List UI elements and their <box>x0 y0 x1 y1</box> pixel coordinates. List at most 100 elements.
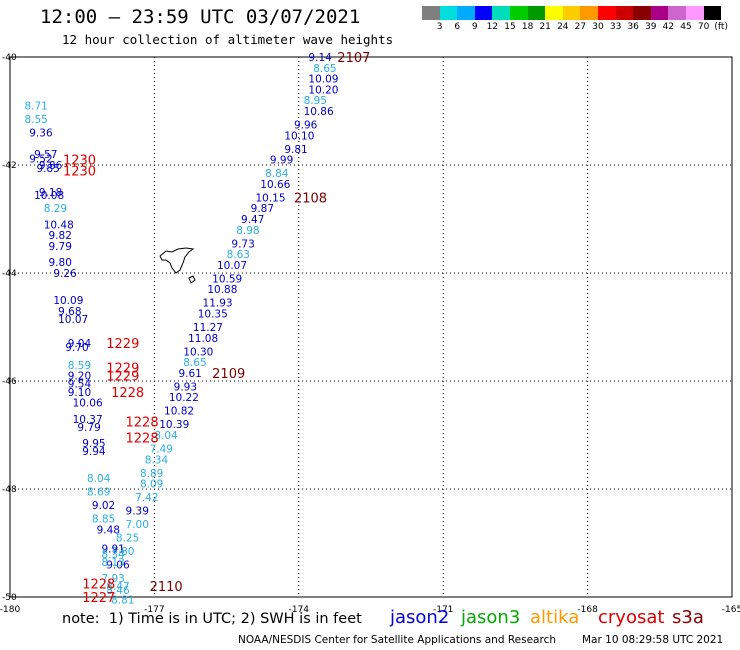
x-tick-label: -177 <box>144 605 164 615</box>
swh-reading: 10.86 <box>304 106 334 118</box>
satellite-jason2: jason2 <box>390 607 450 628</box>
swh-reading: 8.69 <box>87 487 110 499</box>
footer-timestamp: Mar 10 08:29:58 UTC 2021 <box>582 634 724 646</box>
colorbar-label: 18 <box>521 22 534 32</box>
swh-reading: 9.52 <box>29 154 52 166</box>
colorbar-swatch <box>703 6 722 20</box>
colorbar-swatch <box>545 6 563 20</box>
swh-reading: 9.18 <box>39 187 62 199</box>
swh-reading: 9.06 <box>106 560 130 572</box>
time-label: 2108 <box>294 191 327 206</box>
colorbar-label: 45 <box>680 22 692 32</box>
swh-reading: 10.07 <box>217 260 247 272</box>
colorbar-swatch <box>685 6 704 20</box>
colorbar-label: 30 <box>592 22 604 32</box>
swh-reading: 8.84 <box>265 168 289 180</box>
colorbar-swatch <box>562 6 581 20</box>
swh-reading: 8.29 <box>44 203 67 215</box>
swh-reading: 9.39 <box>126 506 149 518</box>
x-tick-label: -174 <box>289 605 310 615</box>
swh-reading: 10.09 <box>53 295 83 307</box>
colorbar-swatch <box>457 6 475 20</box>
swh-reading: 10.66 <box>260 179 290 191</box>
swh-reading: 10.20 <box>308 84 338 96</box>
time-label: 2109 <box>212 367 245 382</box>
swh-reading: 9.79 <box>49 241 72 253</box>
y-tick-label: -44 <box>2 269 17 279</box>
swh-reading: 10.82 <box>164 406 194 418</box>
time-label: 1229 <box>106 370 139 385</box>
colorbar-label: 39 <box>645 22 657 32</box>
colorbar-label: 12 <box>486 22 499 32</box>
swh-reading: 9.10 <box>68 387 91 399</box>
swh-reading: 9.80 <box>49 257 72 269</box>
swh-reading: 8.65 <box>313 63 336 75</box>
time-label: 1228 <box>126 416 159 431</box>
colorbar-label: 6 <box>454 22 461 32</box>
swh-reading: 8.13 <box>101 557 124 569</box>
swh-reading: 9.94 <box>82 446 106 458</box>
swh-reading: 10.08 <box>34 190 64 202</box>
swh-reading: 8.46 <box>106 585 130 597</box>
colorbar-swatch <box>474 6 493 20</box>
colorbar-swatch <box>580 6 598 20</box>
swh-reading: 8.04 <box>87 473 111 485</box>
swh-reading: 9.95 <box>82 438 105 450</box>
swh-reading: 10.88 <box>207 284 237 296</box>
satellite-jason3: jason3 <box>461 607 521 628</box>
swh-reading: 9.93 <box>174 381 197 393</box>
swh-reading: 8.34 <box>145 454 169 466</box>
swh-reading: 10.39 <box>159 419 189 431</box>
colorbar-swatch <box>650 6 669 20</box>
swh-reading: 7.00 <box>126 519 149 531</box>
y-tick-label: -50 <box>2 593 17 603</box>
page-subtitle: 12 hour collection of altimeter wave hei… <box>62 32 394 47</box>
swh-reading: 10.09 <box>308 74 338 86</box>
swh-reading: 8.25 <box>116 533 139 545</box>
satellite-altika: altika <box>530 607 580 628</box>
y-tick-label: -42 <box>2 161 17 171</box>
pitt-island-shape <box>188 275 196 284</box>
swh-reading: 10.10 <box>284 130 314 142</box>
swh-reading: 11.93 <box>203 298 233 310</box>
swh-reading: 9.48 <box>97 525 120 537</box>
swh-reading: 10.35 <box>198 309 228 321</box>
swh-reading: 10.22 <box>169 392 199 404</box>
swh-reading: 9.86 <box>39 160 63 172</box>
footer-credit: NOAA/NESDIS Center for Satellite Applica… <box>238 634 556 646</box>
swh-reading: 9.68 <box>58 306 81 318</box>
swh-reading: 8.04 <box>154 430 178 442</box>
colorbar-label: (ft) <box>714 22 728 32</box>
colorbar-swatch <box>633 6 651 20</box>
swh-reading: 10.37 <box>73 414 103 426</box>
time-label: 2107 <box>337 51 370 66</box>
swh-reading: 9.91 <box>101 543 124 555</box>
x-tick-label: -168 <box>577 605 598 615</box>
colorbar-swatch <box>668 6 686 20</box>
altimeter-readings: 9.148.6510.0910.208.9510.869.9610.109.81… <box>24 52 338 607</box>
colorbar-label: 21 <box>539 22 551 32</box>
swh-reading: 8.09 <box>140 479 163 491</box>
swh-reading: 9.04 <box>68 338 92 350</box>
swh-reading: 9.82 <box>49 230 72 242</box>
colorbar <box>422 6 722 20</box>
colorbar-label: 36 <box>627 22 639 32</box>
time-label: 1228 <box>111 386 144 401</box>
time-label: 1229 <box>106 362 139 377</box>
swh-reading: 11.27 <box>193 322 223 334</box>
swh-reading: 9.96 <box>294 120 318 132</box>
time-label: 2110 <box>150 580 183 595</box>
swh-reading: 10.15 <box>255 192 285 204</box>
map-frame <box>9 56 733 598</box>
colorbar-label: 3 <box>436 22 443 32</box>
satellite-cryosat: cryosat <box>598 607 665 628</box>
colorbar-label: 33 <box>609 22 622 32</box>
swh-reading: 7.42 <box>135 492 158 504</box>
map-grid <box>9 56 733 598</box>
note-text: note: 1) Time is in UTC; 2) SWH is in fe… <box>62 611 362 627</box>
swh-reading: 7.80 <box>111 546 134 558</box>
time-label: 1229 <box>106 337 139 352</box>
x-tick-label: -171 <box>433 605 453 615</box>
